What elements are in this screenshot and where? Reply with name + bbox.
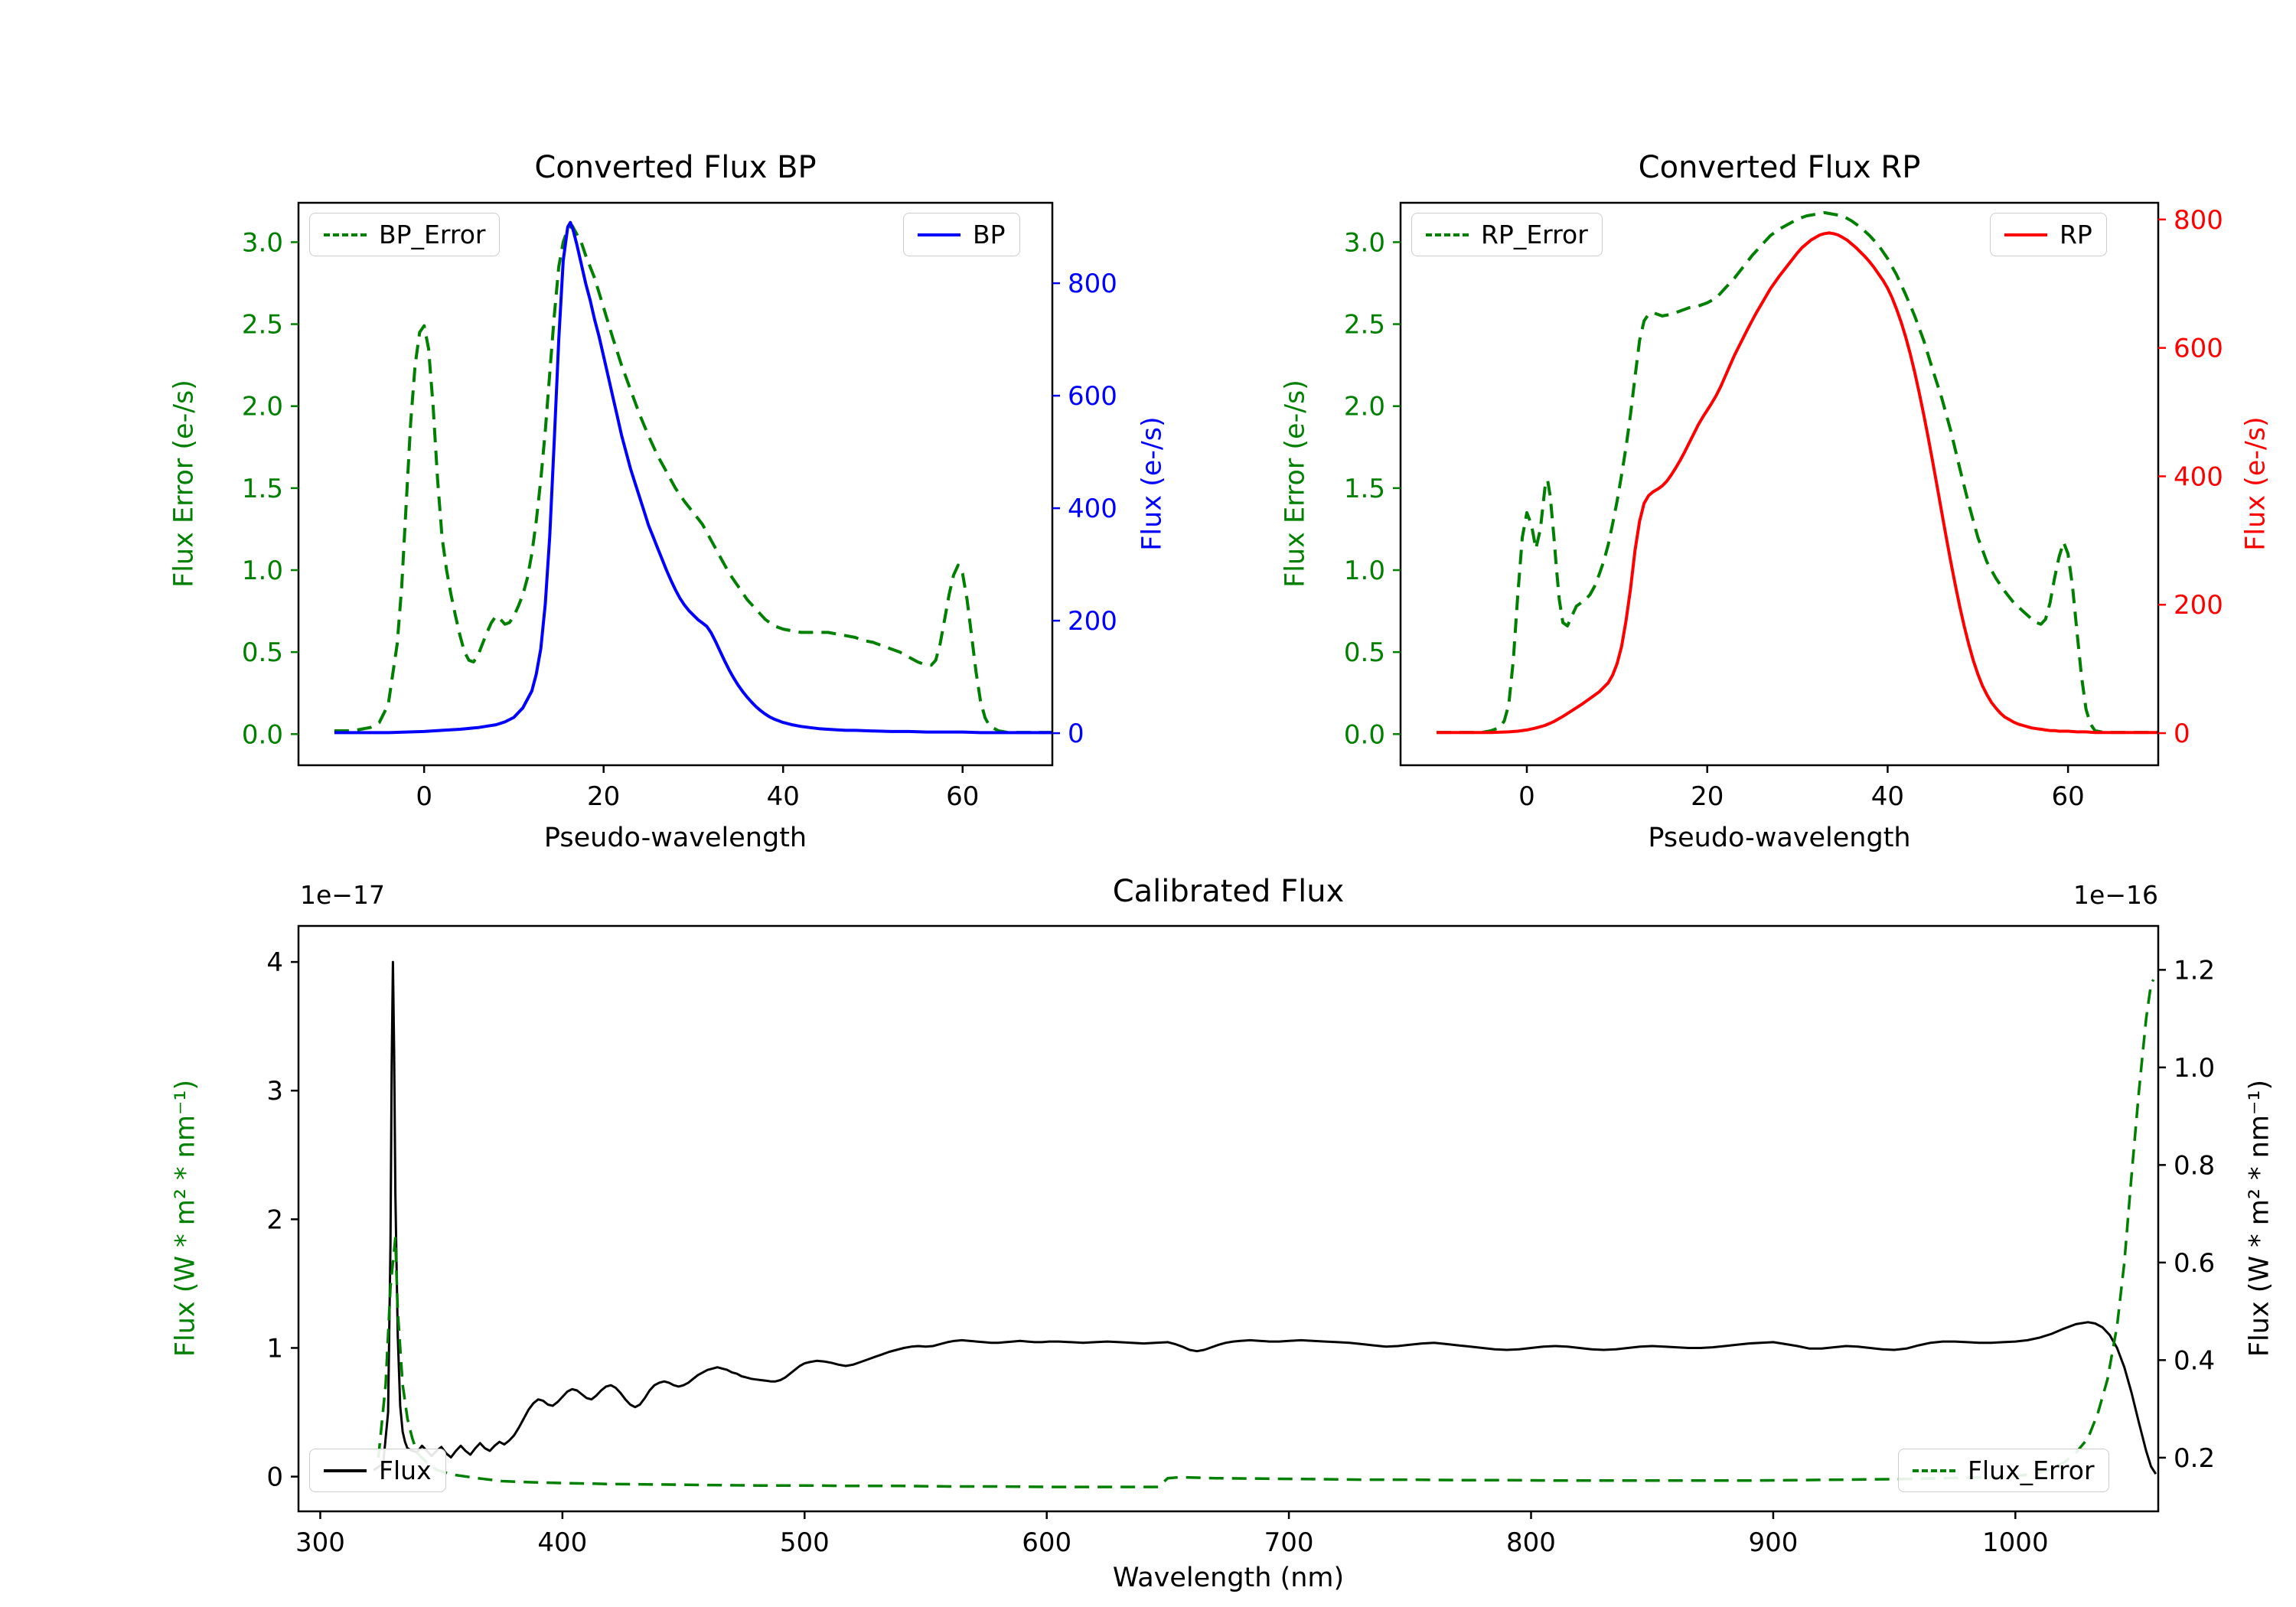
svg-text:0: 0 [2174,719,2190,749]
svg-text:2.0: 2.0 [242,392,283,422]
legend-flux-error: Flux_Error [1898,1449,2109,1492]
flux-line-sample [324,1468,367,1472]
flux-error-line-sample [1913,1468,1955,1472]
svg-text:1.0: 1.0 [1344,556,1385,586]
svg-text:0.4: 0.4 [2174,1345,2215,1376]
svg-text:0.5: 0.5 [242,637,283,668]
rp-error-line-sample [1426,233,1469,236]
svg-text:0: 0 [1518,781,1535,812]
legend-label: BP_Error [379,220,486,249]
svg-text:900: 900 [1748,1527,1798,1558]
svg-text:0: 0 [266,1462,283,1493]
legend-label: BP [973,220,1006,249]
legend-rp-error: RP_Error [1411,213,1603,256]
svg-text:60: 60 [946,781,979,812]
calibrated-plot-title: Calibrated Flux [1112,874,1345,909]
svg-text:600: 600 [1022,1527,1071,1558]
svg-text:40: 40 [767,781,800,812]
svg-text:3: 3 [266,1076,283,1107]
rp-line-sample [2004,233,2047,236]
svg-text:3.0: 3.0 [1344,227,1385,258]
svg-text:200: 200 [1068,606,1117,637]
legend-label: RP [2060,220,2092,249]
svg-text:200: 200 [2174,590,2223,621]
svg-text:1000: 1000 [1982,1527,2049,1558]
rp-left-yaxis-label: Flux Error (e-/s) [1280,380,1311,588]
calibrated-left-yaxis-label: Flux (W * m² * nm⁻¹) [170,1079,201,1358]
bp-error-line-sample [324,233,367,236]
svg-text:1.0: 1.0 [242,556,283,586]
legend-label: Flux [379,1455,432,1485]
legend-bp: BP [903,213,1020,256]
calibrated-xaxis-label: Wavelength (nm) [1112,1563,1345,1593]
svg-text:0.5: 0.5 [1344,637,1385,668]
calibrated-right-yaxis-label: Flux (W * m² * nm⁻¹) [2244,1079,2275,1358]
svg-text:0.2: 0.2 [2174,1443,2215,1474]
svg-text:600: 600 [2174,334,2223,364]
legend-rp: RP [1990,213,2107,256]
bp-right-yaxis-label: Flux (e-/s) [1137,416,1168,551]
svg-text:4: 4 [266,947,283,978]
svg-text:2.5: 2.5 [242,310,283,341]
svg-text:60: 60 [2052,781,2085,812]
svg-text:600: 600 [1068,381,1117,412]
svg-text:1.5: 1.5 [242,474,283,504]
svg-text:20: 20 [587,781,620,812]
right-scale-offset: 1e−16 [2073,880,2158,910]
legend-bp-error: BP_Error [309,213,501,256]
svg-text:0.6: 0.6 [2174,1248,2215,1279]
rp-xaxis-label: Pseudo-wavelength [1648,823,1911,853]
legend-flux: Flux [309,1449,446,1492]
svg-text:400: 400 [537,1527,587,1558]
svg-text:800: 800 [2174,205,2223,236]
svg-text:300: 300 [295,1527,345,1558]
svg-text:1: 1 [266,1333,283,1364]
svg-text:2.0: 2.0 [1344,392,1385,422]
svg-text:0: 0 [1068,719,1084,749]
svg-text:800: 800 [1506,1527,1556,1558]
svg-text:0: 0 [416,781,432,812]
svg-text:800: 800 [1068,269,1117,299]
bp-left-yaxis-label: Flux Error (e-/s) [168,380,200,588]
svg-text:500: 500 [780,1527,830,1558]
svg-text:2.5: 2.5 [1344,310,1385,341]
svg-text:1.2: 1.2 [2174,955,2215,986]
legend-label: RP_Error [1481,220,1588,249]
svg-text:2: 2 [266,1204,283,1235]
svg-text:700: 700 [1264,1527,1314,1558]
svg-text:40: 40 [1871,781,1904,812]
svg-text:0.8: 0.8 [2174,1150,2215,1181]
rp-right-yaxis-label: Flux (e-/s) [2240,416,2272,551]
svg-text:1.5: 1.5 [1344,474,1385,504]
svg-text:400: 400 [1068,494,1117,524]
svg-text:20: 20 [1691,781,1724,812]
left-scale-offset: 1e−17 [300,880,385,910]
bp-plot-title: Converted Flux BP [534,150,817,185]
svg-text:0.0: 0.0 [1344,719,1385,750]
bp-xaxis-label: Pseudo-wavelength [543,823,807,853]
legend-label: Flux_Error [1968,1455,2095,1485]
svg-text:3.0: 3.0 [242,227,283,258]
svg-text:0.0: 0.0 [242,719,283,750]
svg-text:1.0: 1.0 [2174,1053,2215,1084]
svg-text:400: 400 [2174,461,2223,492]
rp-plot-title: Converted Flux RP [1638,150,1921,185]
bp-line-sample [918,233,960,236]
